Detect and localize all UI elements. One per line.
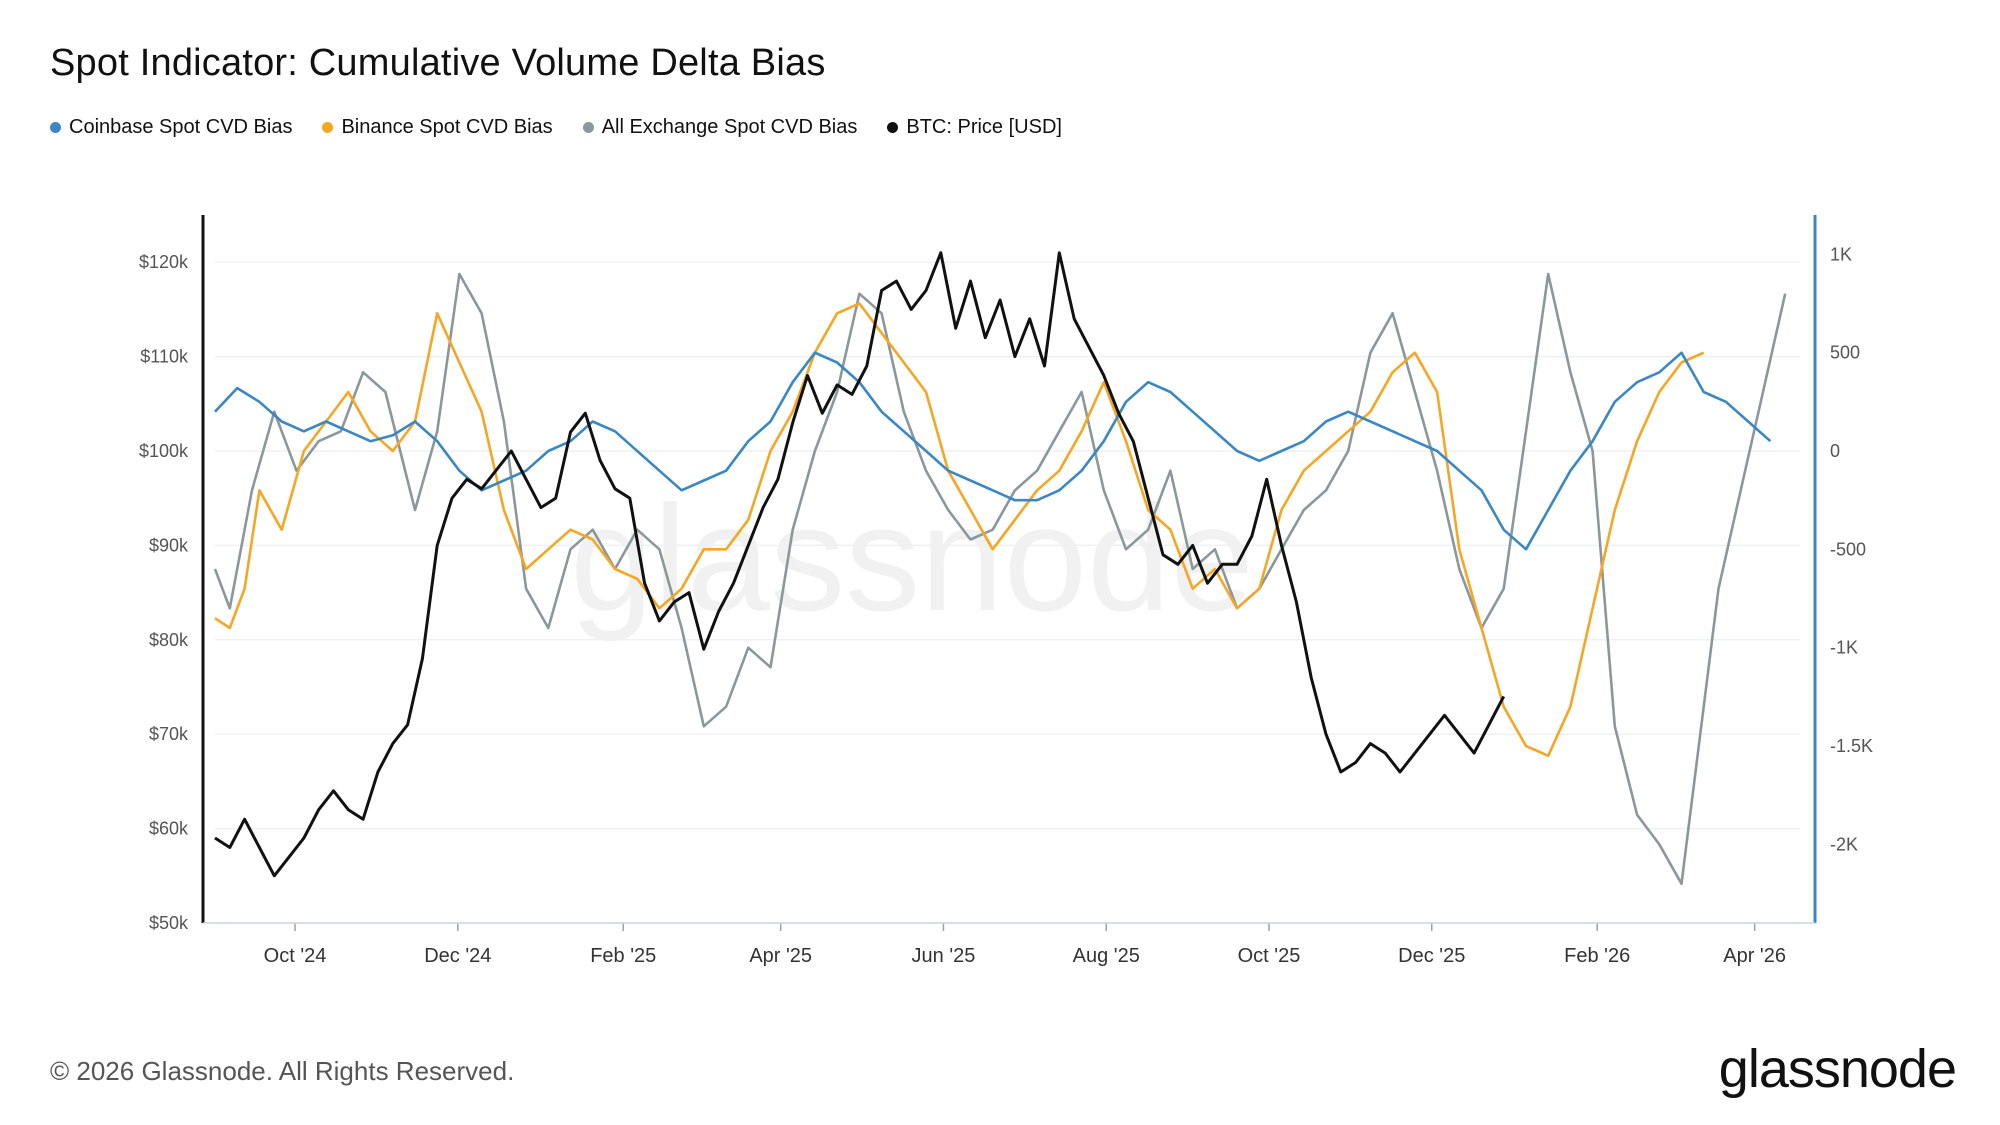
x-tick-label: Dec '25 — [1398, 945, 1465, 967]
right-axis-ticks: -2K -1.5K -1K -500 0 500 1K — [1830, 244, 1873, 854]
left-tick-label: $110k — [140, 347, 189, 367]
watermark: glassnode — [570, 474, 1254, 642]
legend-item-btc-price[interactable]: BTC: Price [USD] — [887, 116, 1062, 139]
right-tick-label: 500 — [1830, 343, 1860, 363]
right-tick-label: -1.5K — [1830, 736, 1873, 756]
x-tick-label: Feb '25 — [590, 945, 656, 967]
legend-label: All Exchange Spot CVD Bias — [601, 116, 858, 138]
right-tick-label: 1K — [1830, 244, 1852, 264]
copyright-text: © 2026 Glassnode. All Rights Reserved. — [50, 1056, 515, 1086]
series-group — [213, 251, 1787, 886]
right-tick-label: -2K — [1830, 834, 1858, 854]
x-tick-label: Apr '25 — [749, 945, 812, 967]
legend-item-coinbase[interactable]: Coinbase Spot CVD Bias — [50, 116, 292, 139]
right-tick-label: -1K — [1830, 638, 1858, 658]
right-tick-label: 0 — [1830, 441, 1840, 461]
legend: Coinbase Spot CVD Bias Binance Spot CVD … — [50, 116, 1062, 139]
x-tick-label: Aug '25 — [1073, 945, 1140, 967]
legend-label: BTC: Price [USD] — [906, 116, 1062, 138]
x-tick-label: Apr '26 — [1723, 945, 1786, 967]
legend-item-all-exchange[interactable]: All Exchange Spot CVD Bias — [582, 116, 858, 139]
left-tick-label: $50k — [149, 913, 189, 933]
right-tick-label: -500 — [1830, 539, 1866, 559]
left-tick-label: $70k — [149, 724, 189, 744]
x-tick-label: Oct '25 — [1238, 945, 1301, 967]
x-tick-label: Feb '26 — [1564, 945, 1630, 967]
left-tick-label: $90k — [149, 535, 189, 555]
legend-dot-icon — [582, 122, 594, 133]
legend-dot-icon — [322, 122, 334, 133]
left-tick-label: $100k — [139, 441, 189, 461]
left-tick-label: $80k — [149, 630, 189, 650]
series-line-btc-price-usd-[interactable] — [214, 251, 1506, 878]
x-axis-ticks: Oct '24 Dec '24 Feb '25 Apr '25 Jun '25 Aug '… — [264, 923, 1786, 967]
series-line-all-exchange-spot-cvd-bias[interactable] — [213, 272, 1787, 886]
legend-dot-icon — [50, 122, 61, 133]
left-tick-label: $120k — [139, 252, 189, 272]
left-tick-label: $60k — [149, 819, 189, 839]
x-tick-label: Jun '25 — [912, 945, 976, 967]
chart-title: Spot Indicator: Cumulative Volume Delta … — [50, 42, 826, 84]
legend-label: Binance Spot CVD Bias — [341, 116, 553, 138]
x-tick-label: Oct '24 — [264, 945, 327, 967]
left-axis-ticks: $50k $60k $70k $80k $90k $100k $110k $120k — [139, 252, 189, 933]
x-tick-label: Dec '24 — [424, 945, 491, 967]
legend-item-binance[interactable]: Binance Spot CVD Bias — [322, 116, 553, 139]
brand-logo: glassnode — [1718, 1039, 1957, 1099]
legend-dot-icon — [887, 122, 899, 133]
legend-label: Coinbase Spot CVD Bias — [69, 116, 293, 138]
